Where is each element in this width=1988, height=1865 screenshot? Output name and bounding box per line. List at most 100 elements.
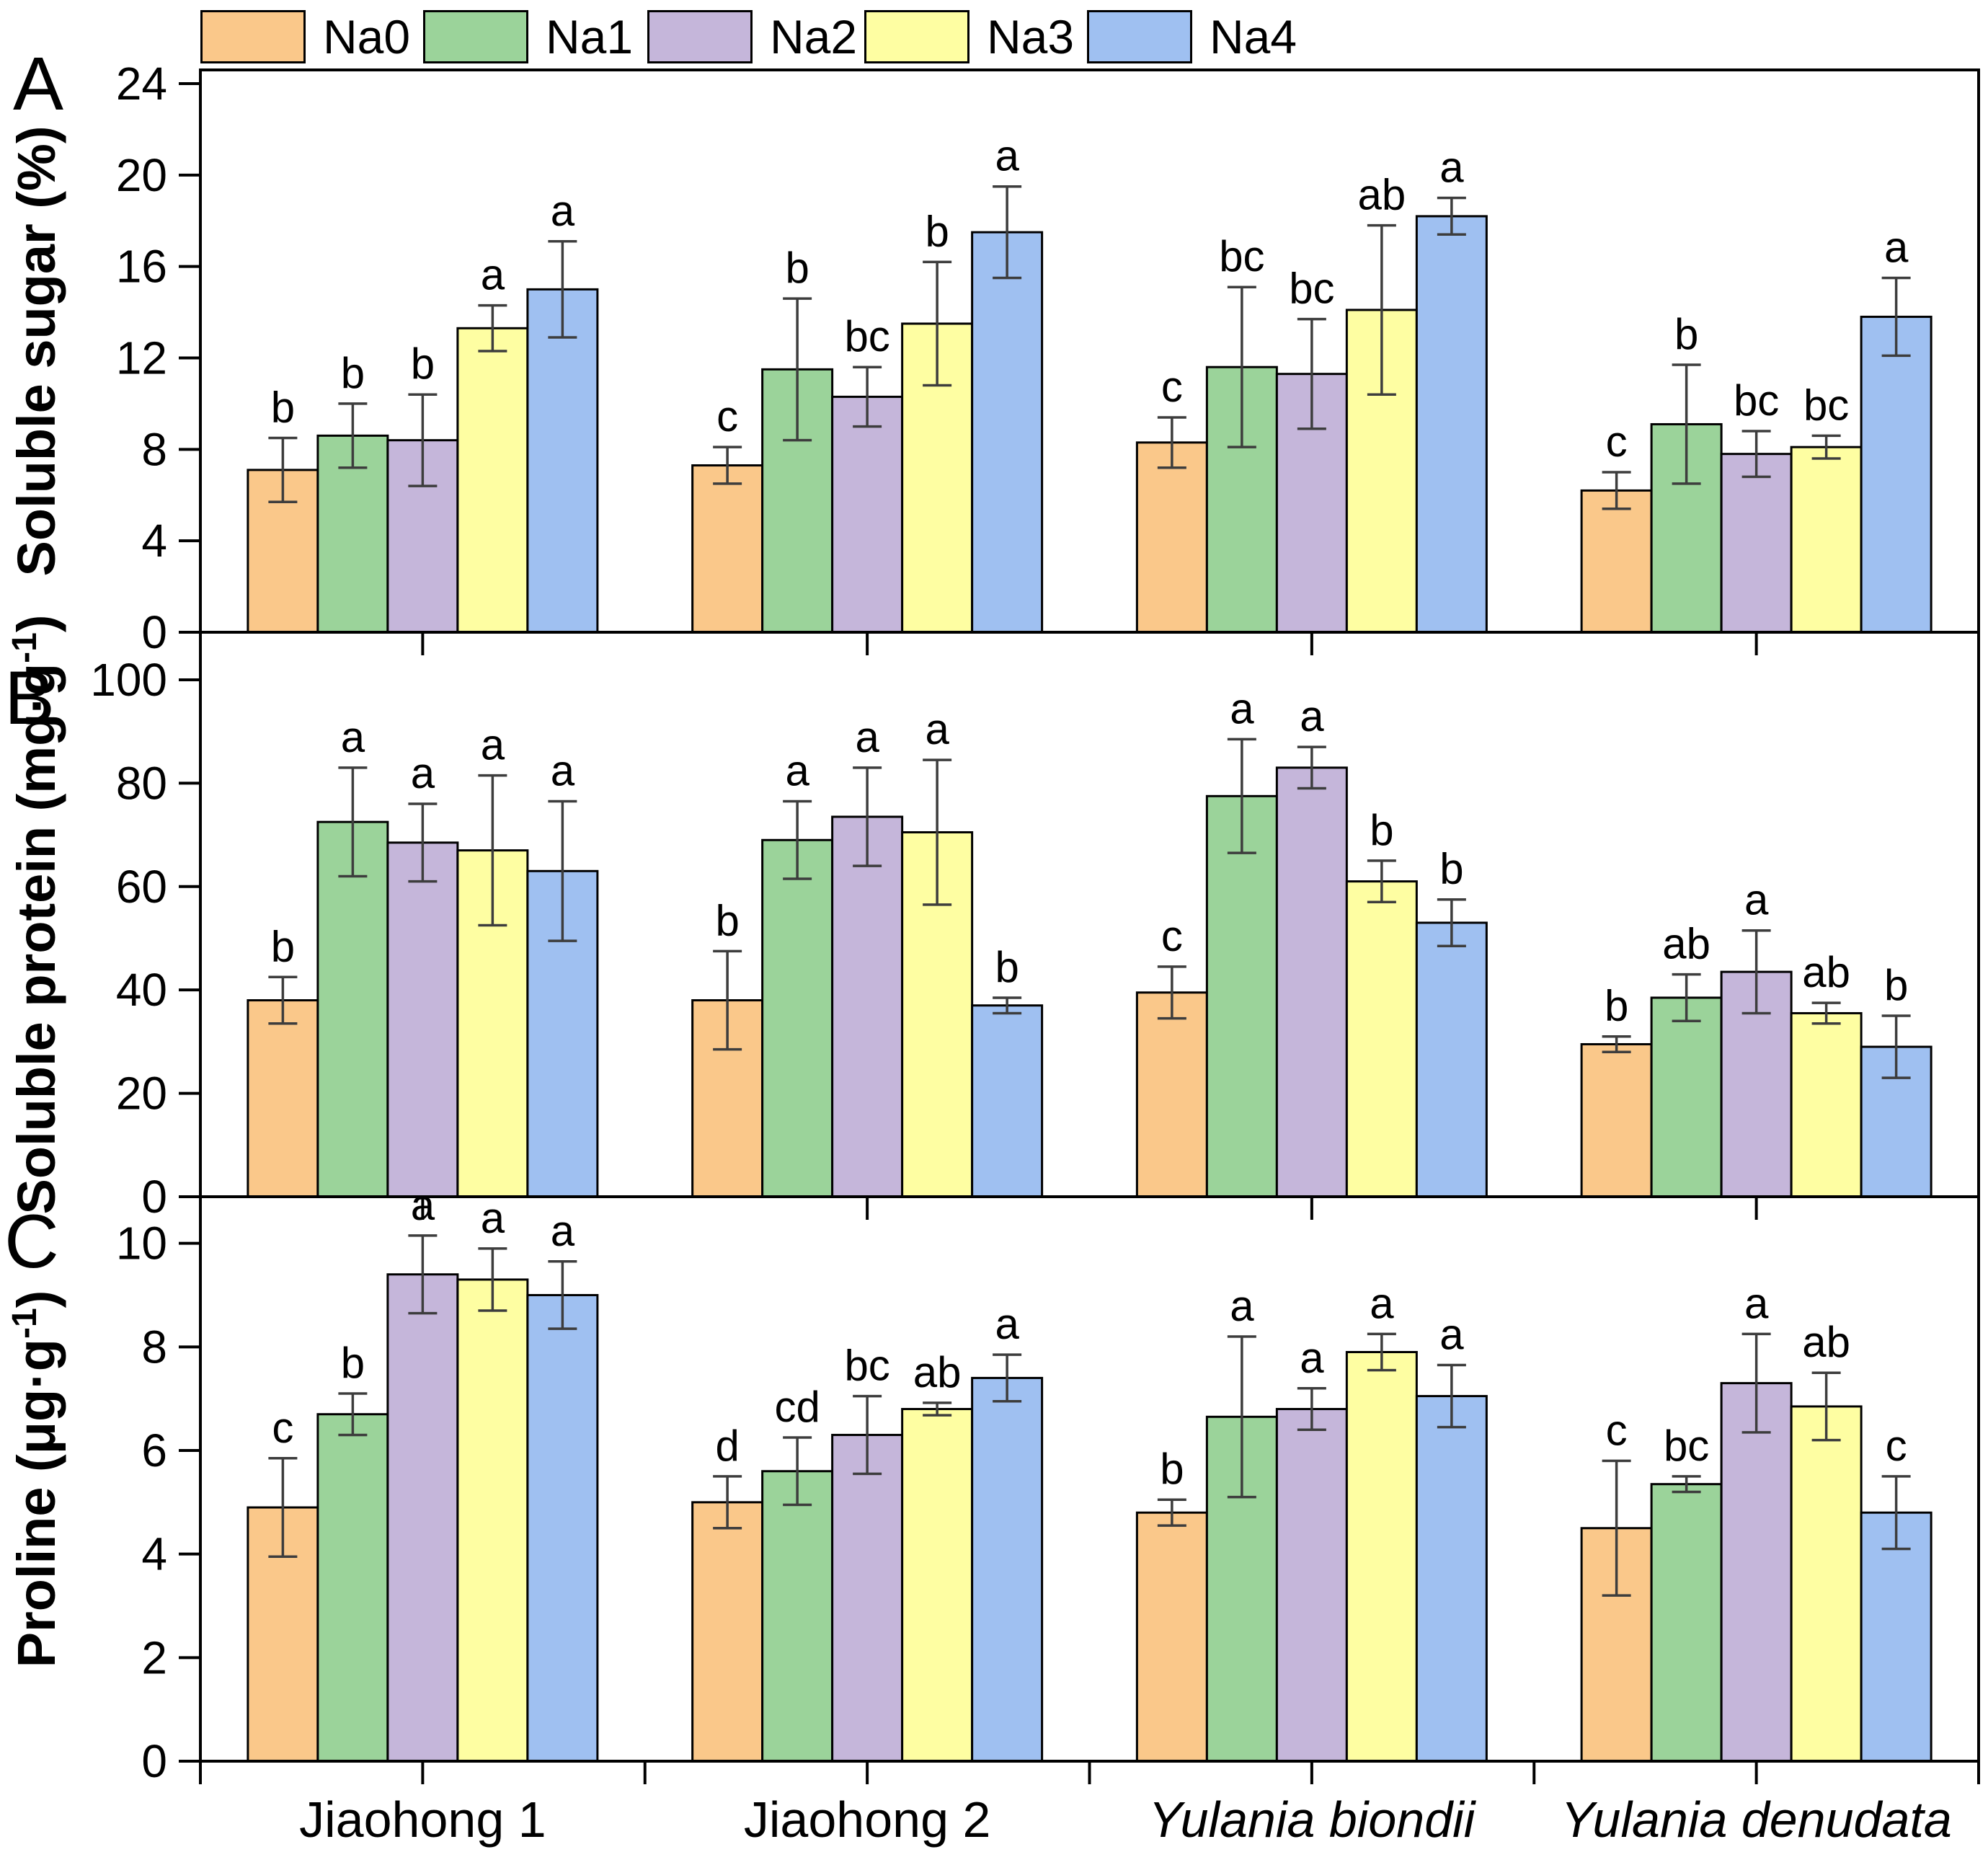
- sig-letter: c: [1886, 1422, 1907, 1470]
- sig-letter: a: [925, 705, 949, 753]
- bar: [1580, 1042, 1653, 1198]
- bar: [1345, 1351, 1418, 1763]
- y-axis-tick-label: 40: [116, 964, 167, 1016]
- bar: [1135, 1511, 1208, 1763]
- sig-letter: b: [1439, 845, 1463, 893]
- legend-item-na4: Na4: [1087, 10, 1297, 63]
- bar: [1205, 794, 1278, 1198]
- bar: [386, 1273, 459, 1763]
- sig-letter: c: [1161, 912, 1183, 960]
- sig-letter: b: [271, 383, 295, 431]
- bar: [1790, 446, 1863, 634]
- sig-letter: c: [716, 392, 738, 440]
- bar: [971, 231, 1044, 634]
- bar: [1345, 880, 1418, 1198]
- bar: [1580, 489, 1653, 634]
- sig-letter: a: [1300, 692, 1324, 740]
- sig-letter: a: [1884, 223, 1909, 272]
- y-axis-tick-label: 2: [141, 1631, 167, 1683]
- legend-item-na2: Na2: [647, 10, 857, 63]
- sig-letter: a: [785, 746, 809, 794]
- y-axis-tick-label: 20: [116, 149, 167, 201]
- bar: [1860, 1511, 1932, 1763]
- sig-letter: b: [341, 1339, 365, 1387]
- bar: [456, 327, 529, 634]
- y-axis-tick-label: 60: [116, 861, 167, 913]
- sig-letter: bc: [1664, 1422, 1709, 1470]
- sig-letter: a: [995, 1300, 1019, 1348]
- legend-label: Na1: [546, 10, 634, 63]
- sig-letter: a: [411, 1181, 435, 1229]
- sig-letter: bc: [1219, 232, 1264, 280]
- bar: [831, 1433, 904, 1763]
- bar: [1860, 315, 1932, 634]
- bar: [386, 841, 459, 1198]
- sig-letter: a: [551, 1207, 575, 1255]
- bar: [1790, 1405, 1863, 1763]
- bar: [1415, 215, 1488, 634]
- legend-swatch-na3: [864, 10, 969, 63]
- y-axis-tick-label: 4: [141, 515, 167, 567]
- y-axis-tick-label: 0: [141, 1171, 167, 1223]
- sig-letter: b: [925, 207, 949, 255]
- sig-letter: a: [1439, 143, 1464, 192]
- y-axis-tick-label: 8: [141, 423, 167, 475]
- legend-swatch-na2: [647, 10, 753, 63]
- y-axis-tick-label: 0: [141, 1735, 167, 1787]
- sig-letter: ab: [1358, 171, 1406, 219]
- bar: [1135, 991, 1208, 1198]
- sig-letter: a: [1370, 1279, 1394, 1327]
- sig-letter: a: [1230, 1282, 1254, 1330]
- sig-letter: a: [481, 721, 505, 769]
- legend-label: Na0: [323, 10, 411, 63]
- bar: [761, 1470, 834, 1763]
- bar: [1650, 1483, 1723, 1763]
- y-axis-tick-label: 16: [116, 241, 167, 293]
- bar: [526, 1293, 599, 1763]
- y-axis-tick-label: 10: [116, 1218, 167, 1270]
- y-axis-tick-label: 0: [141, 606, 167, 658]
- sig-letter: ab: [1802, 948, 1850, 996]
- bar: [456, 1278, 529, 1763]
- sig-letter: bc: [1289, 265, 1334, 313]
- sig-letter: a: [855, 713, 879, 761]
- x-category-label: Jiaohong 2: [744, 1791, 991, 1848]
- y-axis-tick-label: 12: [116, 332, 167, 384]
- bar: [247, 999, 319, 1198]
- bar: [1275, 766, 1348, 1198]
- legend-item-na1: Na1: [423, 10, 633, 63]
- sig-letter: a: [1744, 1279, 1769, 1327]
- legend: Na0 Na1 Na2 Na3 Na4: [0, 0, 1988, 72]
- bar: [831, 395, 904, 634]
- sig-letter: a: [551, 187, 575, 235]
- sig-letter: bc: [1803, 381, 1849, 429]
- sig-letter: ab: [913, 1348, 962, 1396]
- sig-letter: b: [1605, 982, 1628, 1030]
- legend-label: Na4: [1210, 10, 1297, 63]
- bar: [761, 838, 834, 1198]
- y-axis-tick-label: 100: [90, 654, 167, 706]
- sig-letter: b: [271, 922, 295, 970]
- sig-letter: b: [995, 943, 1019, 991]
- sig-letter: b: [1674, 310, 1698, 358]
- sig-letter: bc: [844, 312, 889, 360]
- sig-letter: a: [411, 749, 435, 797]
- bar: [901, 1408, 974, 1763]
- sig-letter: ab: [1662, 920, 1710, 968]
- sig-letter: bc: [1734, 376, 1779, 425]
- bar: [316, 1413, 389, 1763]
- bar: [316, 820, 389, 1198]
- x-category-label: Jiaohong 1: [299, 1791, 546, 1848]
- bar: [1720, 453, 1793, 634]
- sig-letter: c: [1161, 363, 1183, 411]
- sig-letter: c: [1606, 417, 1628, 466]
- y-axis-tick-label: 20: [116, 1068, 167, 1120]
- sig-letter: cd: [774, 1383, 820, 1431]
- y-axis-tick-label: 24: [116, 58, 167, 110]
- legend-swatch-na4: [1087, 10, 1192, 63]
- panel-letter: B: [4, 656, 55, 740]
- y-axis-title: Proline (μg·g-1): [6, 1290, 66, 1668]
- sig-letter: ab: [1802, 1318, 1850, 1366]
